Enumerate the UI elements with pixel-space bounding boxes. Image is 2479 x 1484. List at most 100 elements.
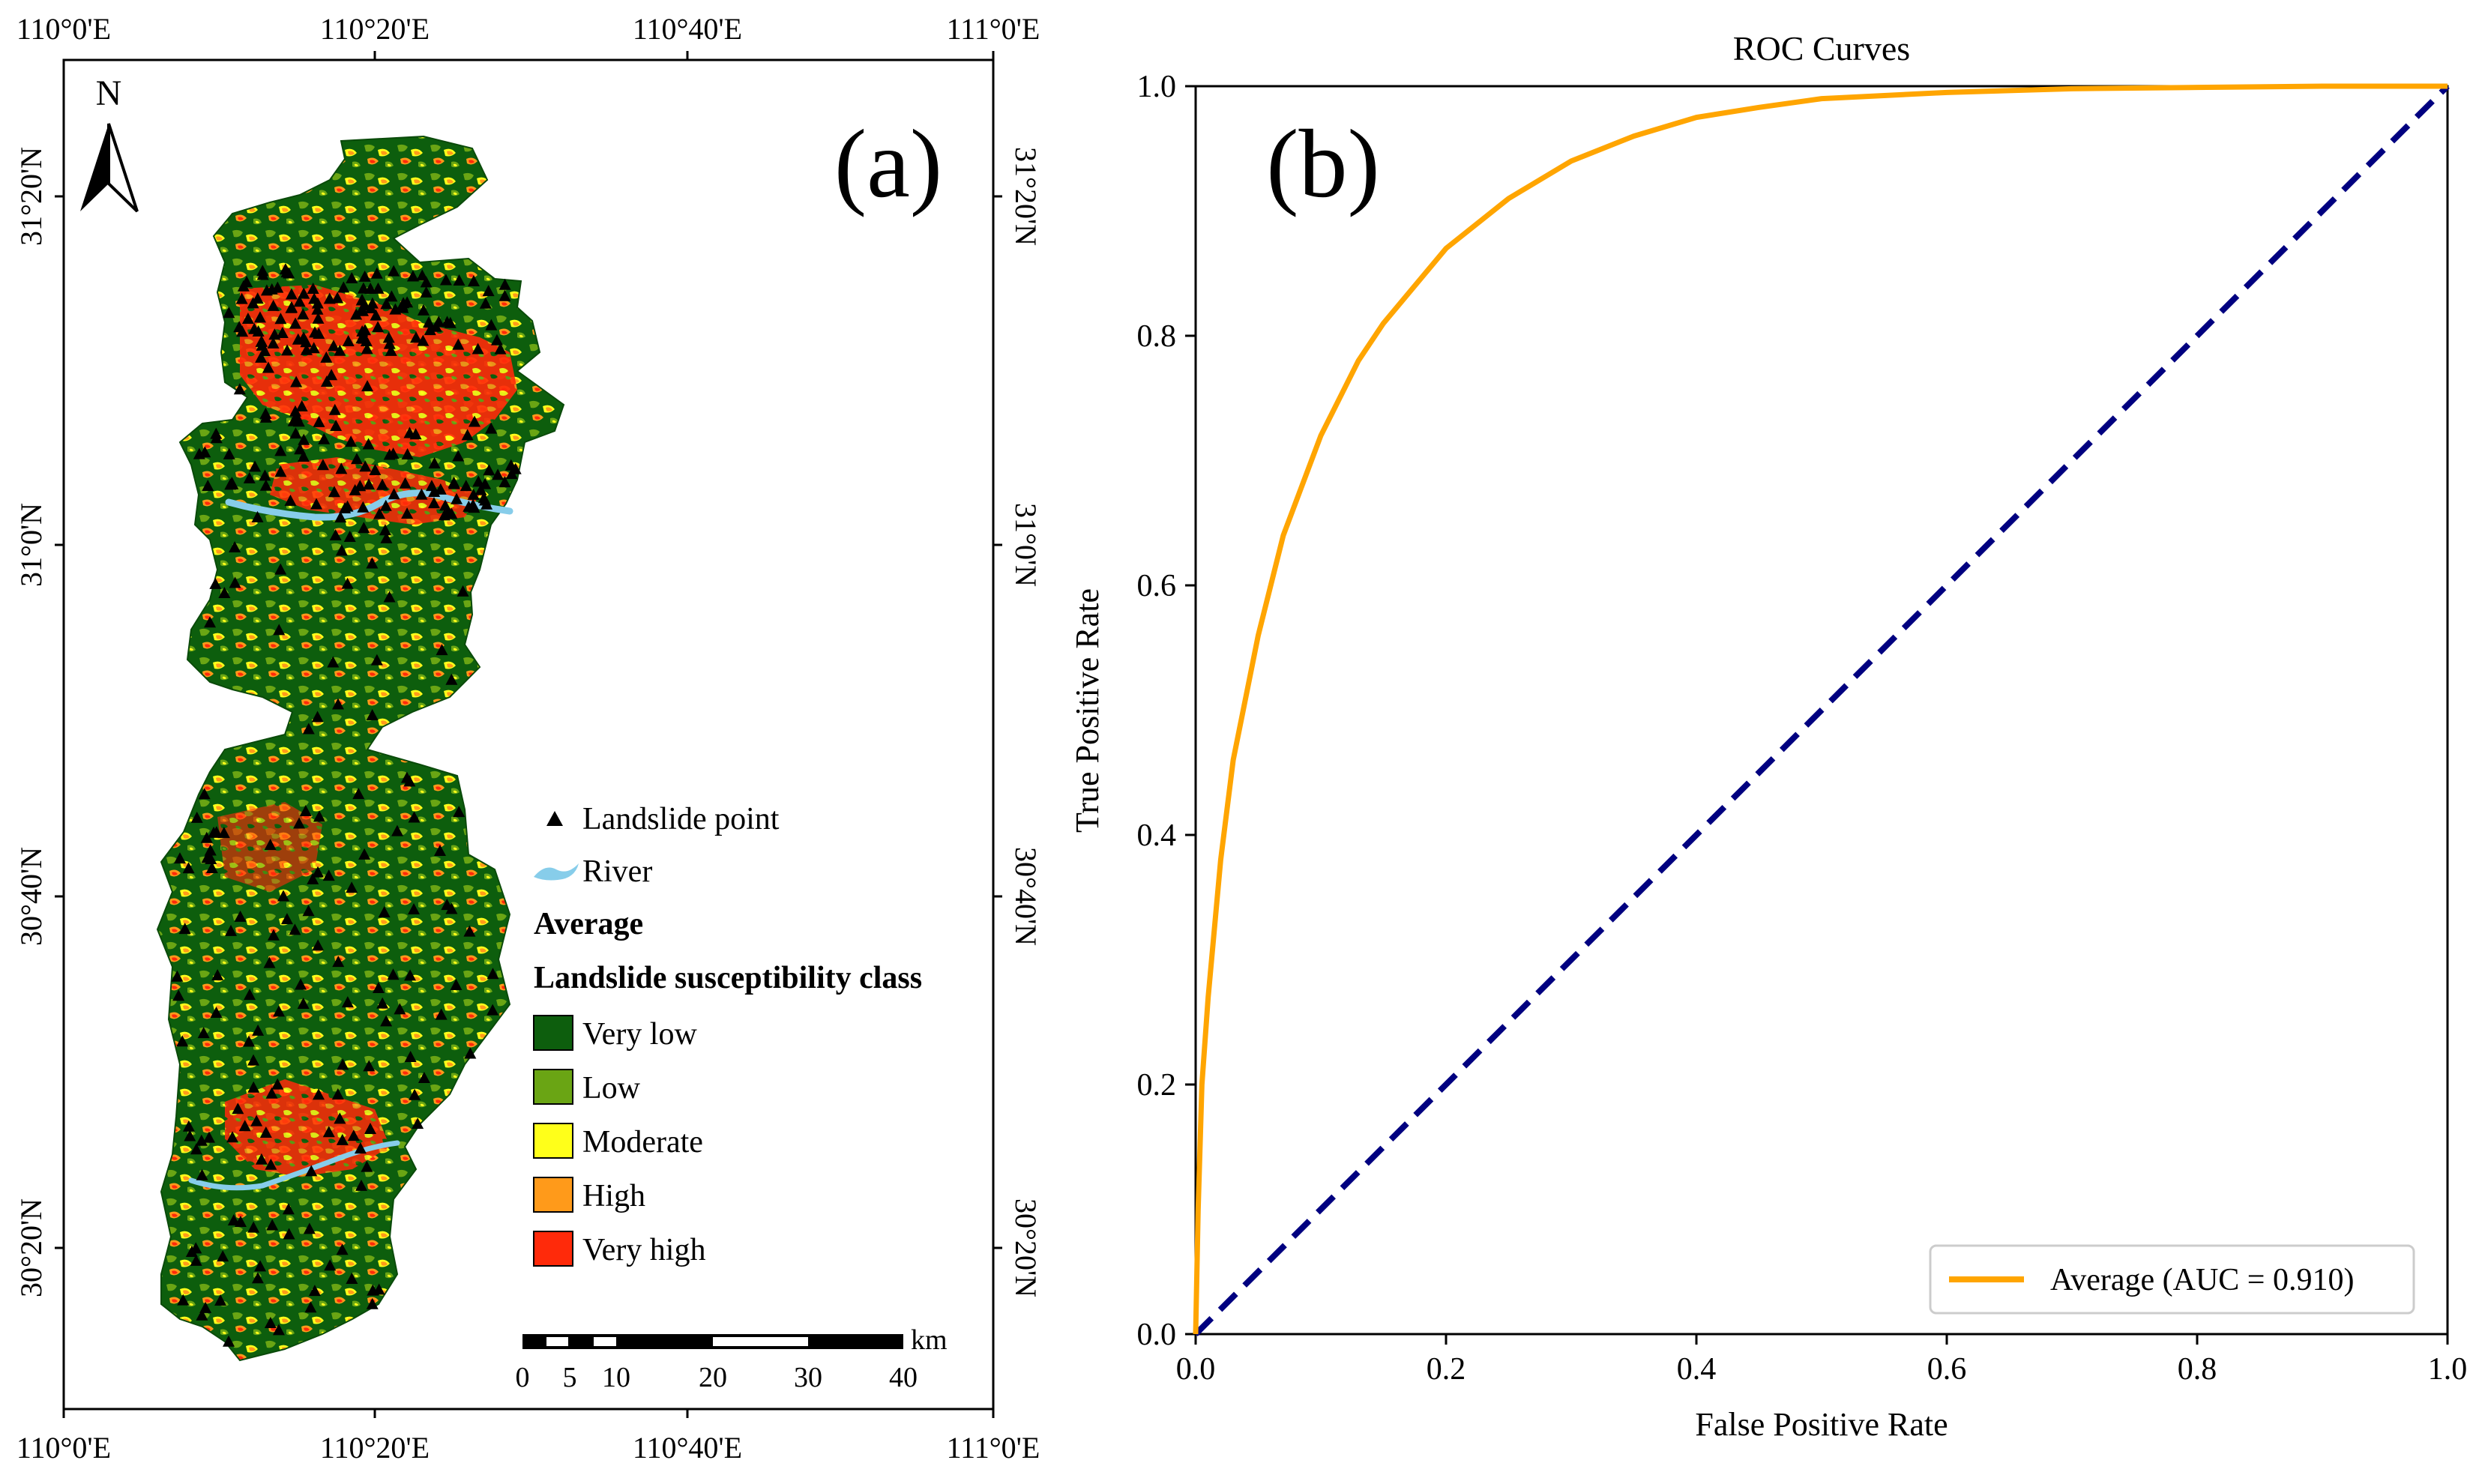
landslide-point [498, 289, 511, 301]
landslide-point [358, 848, 371, 860]
landslide-point [468, 415, 481, 427]
landslide-point [251, 292, 264, 304]
landslide-point [274, 563, 287, 575]
landslide-point [323, 292, 336, 304]
landslide-point [290, 410, 303, 422]
landslide-point [363, 1060, 376, 1072]
landslide-point [247, 1221, 260, 1233]
landslide-point [346, 271, 358, 283]
landslide-point [255, 335, 268, 347]
landslide-point [332, 956, 345, 968]
landslide-point [313, 810, 325, 822]
landslide-point [391, 824, 403, 836]
north-arrow-icon [80, 124, 109, 211]
landslide-point [418, 1072, 430, 1084]
landslide-point [485, 319, 498, 331]
landslide-point [475, 483, 487, 495]
landslide-point [472, 343, 484, 355]
landslide-point [334, 344, 346, 356]
landslide-point [217, 827, 230, 839]
landslide-point [320, 375, 333, 387]
landslide-point [379, 524, 391, 536]
lon-tick-bottom-1: 110°20'E [320, 1431, 430, 1465]
landslide-point [417, 304, 430, 316]
landslide-point [331, 1088, 344, 1100]
landslide-point [300, 343, 313, 355]
landslide-point [370, 654, 383, 666]
landslide-point [272, 1324, 285, 1336]
landslide-point [364, 1122, 376, 1134]
landslide-point [363, 478, 376, 490]
landslide-point [401, 447, 414, 459]
lat-tick-right-0: 31°20'N [1009, 147, 1043, 246]
landslide-point [289, 923, 301, 935]
legend-class-very-high: Very high [582, 1233, 705, 1267]
landslide-point [492, 468, 504, 480]
landslide-point [252, 1024, 265, 1036]
landslide-point [387, 968, 400, 980]
landslide-point [172, 989, 185, 1001]
lat-tick-right-1: 31°0'N [1009, 503, 1043, 587]
landslide-point [229, 576, 241, 588]
landslide-point [409, 428, 422, 440]
landslide-point [232, 1103, 244, 1114]
map-legend: Landslide point River Average Landslide … [533, 802, 922, 1267]
lon-tick-bottom-0: 110°0'E [16, 1431, 111, 1465]
landslide-point [336, 1243, 349, 1255]
landslide-point [223, 307, 235, 319]
landslide-point [451, 492, 463, 504]
landslide-point [308, 1285, 321, 1297]
landslide-point [403, 775, 416, 787]
landslide-point [412, 1117, 424, 1129]
landslide-point [307, 283, 319, 295]
landslide-point [176, 1035, 189, 1047]
landslide-point [380, 1015, 393, 1027]
plot-frame [1194, 85, 2449, 1336]
landslide-point [312, 312, 325, 324]
landslide-point [399, 477, 412, 489]
landslide-point [406, 270, 419, 282]
landslide-point [217, 1250, 229, 1262]
landslide-point [298, 287, 310, 299]
landslide-point [271, 281, 284, 293]
scale-label-3: 20 [699, 1362, 727, 1393]
legend-swatch-high [533, 1177, 573, 1213]
landslide-point [290, 375, 303, 387]
panel-b-roc-chart: ROC Curves 0.0 0.2 0.4 0.6 0.8 1.00.00.20.40.… [1069, 29, 2467, 1443]
landslide-point [505, 468, 518, 480]
landslide-point [289, 317, 302, 329]
legend-landslide-point: Landslide point [582, 802, 780, 836]
landslide-point [267, 337, 280, 349]
panel-a-map: N (a) 110°0'E 110°20'E 110°40'E 111°0'E … [14, 12, 1043, 1465]
legend-heading-average: Average [534, 907, 643, 941]
lon-tick-top-2: 110°40'E [633, 12, 742, 46]
landslide-point [504, 459, 517, 471]
panel-a-label: (a) [834, 110, 942, 218]
landslide-point [182, 1120, 195, 1132]
landslide-point [251, 1272, 264, 1284]
landslide-point [233, 321, 246, 333]
north-label: N [96, 73, 122, 113]
landslide-point [366, 708, 379, 720]
landslide-point [302, 723, 315, 735]
x-tick-label: 0.4 [1677, 1352, 1717, 1387]
landslide-point [259, 1126, 272, 1138]
landslide-point [490, 334, 503, 346]
y-tick-label: 0.4 [1137, 818, 1177, 853]
landslide-point [304, 1301, 317, 1313]
landslide-point [364, 301, 377, 313]
landslide-point [210, 432, 223, 444]
landslide-point [453, 806, 466, 818]
landslide-point [441, 316, 454, 328]
landslide-point [483, 464, 496, 476]
landslide-point [247, 1054, 260, 1066]
landslide-point [276, 327, 289, 339]
landslide-point [263, 956, 276, 968]
lat-tick-left-1: 31°0'N [14, 503, 48, 587]
landslide-point [404, 1050, 417, 1062]
landslide-point [312, 939, 325, 951]
landslide-point [341, 500, 354, 512]
landslide-point [436, 644, 448, 656]
landslide-point [337, 1058, 349, 1070]
landslide-point [357, 501, 370, 513]
